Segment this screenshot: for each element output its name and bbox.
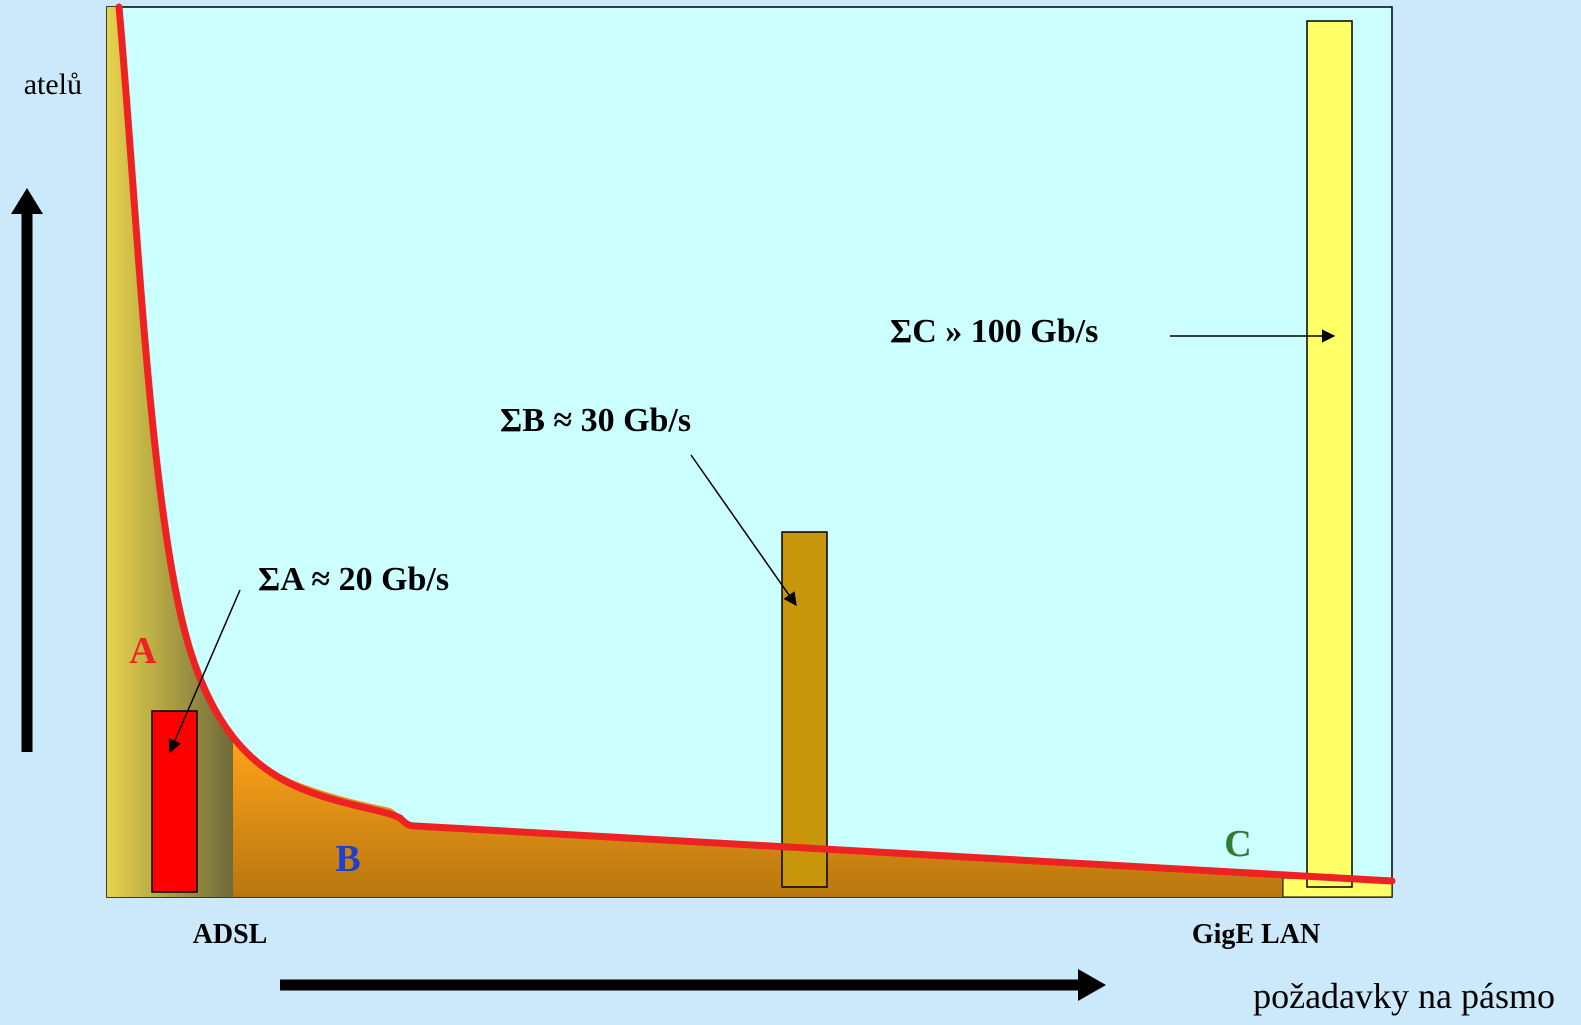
callout-c-text: ΣC » 100 Gb/s	[890, 313, 1098, 350]
x-axis-label: požadavky na pásmo	[1253, 976, 1555, 1016]
plot-area	[106, 6, 1393, 898]
region-a-fill	[107, 7, 233, 897]
region-a-label: A	[129, 630, 157, 672]
bar-c	[1306, 20, 1353, 888]
y-axis-label: atelů	[24, 68, 82, 101]
callout-a-text: ΣA ≈ 20 Gb/s	[258, 561, 449, 598]
callout-b-pointer	[690, 454, 797, 607]
region-b-label: B	[335, 838, 360, 880]
x-tick-gige-lan: GigE LAN	[1192, 919, 1320, 950]
x-axis-arrow-head	[1078, 969, 1106, 1001]
callout-b-text: ΣB ≈ 30 Gb/s	[500, 402, 691, 439]
y-axis-arrow-head	[11, 188, 43, 214]
bar-a	[151, 710, 198, 893]
bar-b	[781, 531, 828, 888]
region-b-fill	[233, 738, 1283, 897]
callout-a-pointer	[168, 589, 241, 754]
demand-curve	[115, 3, 1396, 885]
region-c-label: C	[1224, 823, 1251, 865]
x-tick-adsl: ADSL	[193, 919, 268, 950]
